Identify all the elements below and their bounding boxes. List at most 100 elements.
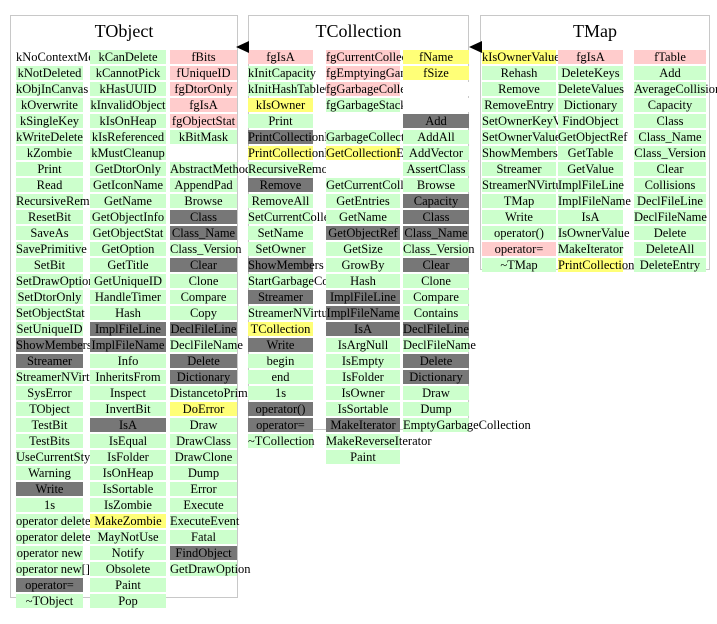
member-showmembers[interactable]: ShowMembers xyxy=(248,258,324,272)
member-remove[interactable]: Remove xyxy=(482,82,556,96)
member-class-name[interactable]: Class_Name xyxy=(634,130,706,144)
member-knocontextmenu[interactable]: kNoContextMenu xyxy=(16,50,106,64)
member-class-version[interactable]: Class_Version xyxy=(170,242,242,256)
member-koverwrite[interactable]: kOverwrite xyxy=(16,98,83,112)
member-rehash[interactable]: Rehash xyxy=(482,66,556,80)
member-blank[interactable] xyxy=(326,114,400,128)
member-blank[interactable] xyxy=(403,98,469,112)
member-operator-delete[interactable]: operator delete xyxy=(16,514,91,528)
member-compare[interactable]: Compare xyxy=(170,290,237,304)
member-declfilename[interactable]: DeclFileName xyxy=(403,338,476,352)
member-browse[interactable]: Browse xyxy=(403,178,469,192)
member-getdtoronly[interactable]: GetDtorOnly xyxy=(90,162,166,176)
member-isa[interactable]: IsA xyxy=(558,210,623,224)
member-growby[interactable]: GrowBy xyxy=(326,258,400,272)
member-class-version[interactable]: Class_Version xyxy=(403,242,475,256)
member-getname[interactable]: GetName xyxy=(90,194,166,208)
member-1s[interactable]: 1s xyxy=(16,498,83,512)
member-implfilename[interactable]: ImplFileName xyxy=(90,338,166,352)
member-printcollectionheader[interactable]: PrintCollectionHeader xyxy=(248,146,360,160)
member-class[interactable]: Class xyxy=(634,114,706,128)
member-setdtoronly[interactable]: SetDtorOnly xyxy=(16,290,83,304)
member-ksinglekey[interactable]: kSingleKey xyxy=(16,114,83,128)
member-streamer[interactable]: Streamer xyxy=(16,354,83,368)
member-pop[interactable]: Pop xyxy=(90,594,166,608)
member-tmap[interactable]: TMap xyxy=(482,194,556,208)
member-saveas[interactable]: SaveAs xyxy=(16,226,83,240)
member-read[interactable]: Read xyxy=(16,178,83,192)
member-geticonname[interactable]: GetIconName xyxy=(90,178,166,192)
member-deleteall[interactable]: DeleteAll xyxy=(634,242,706,256)
member-notify[interactable]: Notify xyxy=(90,546,166,560)
member-isa[interactable]: IsA xyxy=(90,418,166,432)
member-copy[interactable]: Copy xyxy=(170,306,237,320)
member-fgdtoronly[interactable]: fgDtorOnly xyxy=(170,82,237,96)
member-blank[interactable] xyxy=(403,82,469,96)
member-getcurrentcollection[interactable]: GetCurrentCollection xyxy=(326,178,434,192)
member-handletimer[interactable]: HandleTimer xyxy=(90,290,166,304)
member-streamer[interactable]: Streamer xyxy=(248,290,313,304)
member-kcandelete[interactable]: kCanDelete xyxy=(90,50,166,64)
member-fatal[interactable]: Fatal xyxy=(170,530,237,544)
member-kisonheap[interactable]: kIsOnHeap xyxy=(90,114,166,128)
member-implfileline[interactable]: ImplFileLine xyxy=(326,290,400,304)
member-maynotuse[interactable]: MayNotUse xyxy=(90,530,166,544)
member-inheritsfrom[interactable]: InheritsFrom xyxy=(90,370,166,384)
member-write[interactable]: Write xyxy=(248,338,313,352)
member-showmembers[interactable]: ShowMembers xyxy=(16,338,92,352)
member-makeiterator[interactable]: MakeIterator xyxy=(326,418,400,432)
member-operator[interactable]: operator() xyxy=(248,402,313,416)
member-operator[interactable]: operator= xyxy=(248,418,313,432)
member-testbit[interactable]: TestBit xyxy=(16,418,83,432)
member-1s[interactable]: 1s xyxy=(248,386,313,400)
member-clear[interactable]: Clear xyxy=(634,162,706,176)
member-getsize[interactable]: GetSize xyxy=(326,242,400,256)
member-declfilename[interactable]: DeclFileName xyxy=(170,338,243,352)
member-operator[interactable]: operator= xyxy=(482,242,556,256)
member-syserror[interactable]: SysError xyxy=(16,386,83,400)
member-funiqueid[interactable]: fUniqueID xyxy=(170,66,237,80)
member-compare[interactable]: Compare xyxy=(403,290,469,304)
member-dictionary[interactable]: Dictionary xyxy=(558,98,623,112)
member-remove[interactable]: Remove xyxy=(248,178,313,192)
member-operator-new[interactable]: operator new[] xyxy=(16,562,90,576)
member-kinithashtablecapacity[interactable]: kInitHashTableCapacity xyxy=(248,82,369,96)
member-implfileline[interactable]: ImplFileLine xyxy=(558,178,624,192)
member-clone[interactable]: Clone xyxy=(170,274,237,288)
member-isonheap[interactable]: IsOnHeap xyxy=(90,466,166,480)
member-collisions[interactable]: Collisions xyxy=(634,178,706,192)
member-dictionary[interactable]: Dictionary xyxy=(403,370,469,384)
member-fsize[interactable]: fSize xyxy=(403,66,469,80)
member-printcollectionentry[interactable]: PrintCollectionEntry xyxy=(558,258,662,272)
member-execute[interactable]: Execute xyxy=(170,498,237,512)
member-tobject[interactable]: TObject xyxy=(16,402,83,416)
member-hash[interactable]: Hash xyxy=(90,306,166,320)
member-add[interactable]: Add xyxy=(403,114,469,128)
member-kbitmask[interactable]: kBitMask xyxy=(170,130,237,144)
member-issortable[interactable]: IsSortable xyxy=(326,402,400,416)
member-fggarbagecollection[interactable]: fgGarbageCollection xyxy=(326,82,431,96)
member-recursiveremove[interactable]: RecursiveRemove xyxy=(248,162,340,176)
member-operator-new[interactable]: operator new xyxy=(16,546,83,560)
member-executeevent[interactable]: ExecuteEvent xyxy=(170,514,239,528)
member-class[interactable]: Class xyxy=(170,210,237,224)
member-fgemptyinggarbage[interactable]: fgEmptyingGarbage xyxy=(326,66,428,80)
member-isargnull[interactable]: IsArgNull xyxy=(326,338,400,352)
member-streamer[interactable]: Streamer xyxy=(482,162,556,176)
member-assertclass[interactable]: AssertClass xyxy=(403,162,469,176)
member-fgobjectstat[interactable]: fgObjectStat xyxy=(170,114,237,128)
member-deleteentry[interactable]: DeleteEntry xyxy=(634,258,706,272)
member-implfilename[interactable]: ImplFileName xyxy=(558,194,631,208)
member-clear[interactable]: Clear xyxy=(403,258,469,272)
member-declfileline[interactable]: DeclFileLine xyxy=(170,322,237,336)
member-operator-delete[interactable]: operator delete[] xyxy=(16,530,99,544)
member-tcollection[interactable]: ~TCollection xyxy=(248,434,314,448)
member-class-name[interactable]: Class_Name xyxy=(403,226,469,240)
member-declfileline[interactable]: DeclFileLine xyxy=(403,322,469,336)
member-makezombie[interactable]: MakeZombie xyxy=(90,514,166,528)
member-draw[interactable]: Draw xyxy=(403,386,469,400)
member-delete[interactable]: Delete xyxy=(634,226,706,240)
member-drawclass[interactable]: DrawClass xyxy=(170,434,237,448)
member-hash[interactable]: Hash xyxy=(326,274,400,288)
member-streamernvirtual[interactable]: StreamerNVirtual xyxy=(248,306,337,320)
